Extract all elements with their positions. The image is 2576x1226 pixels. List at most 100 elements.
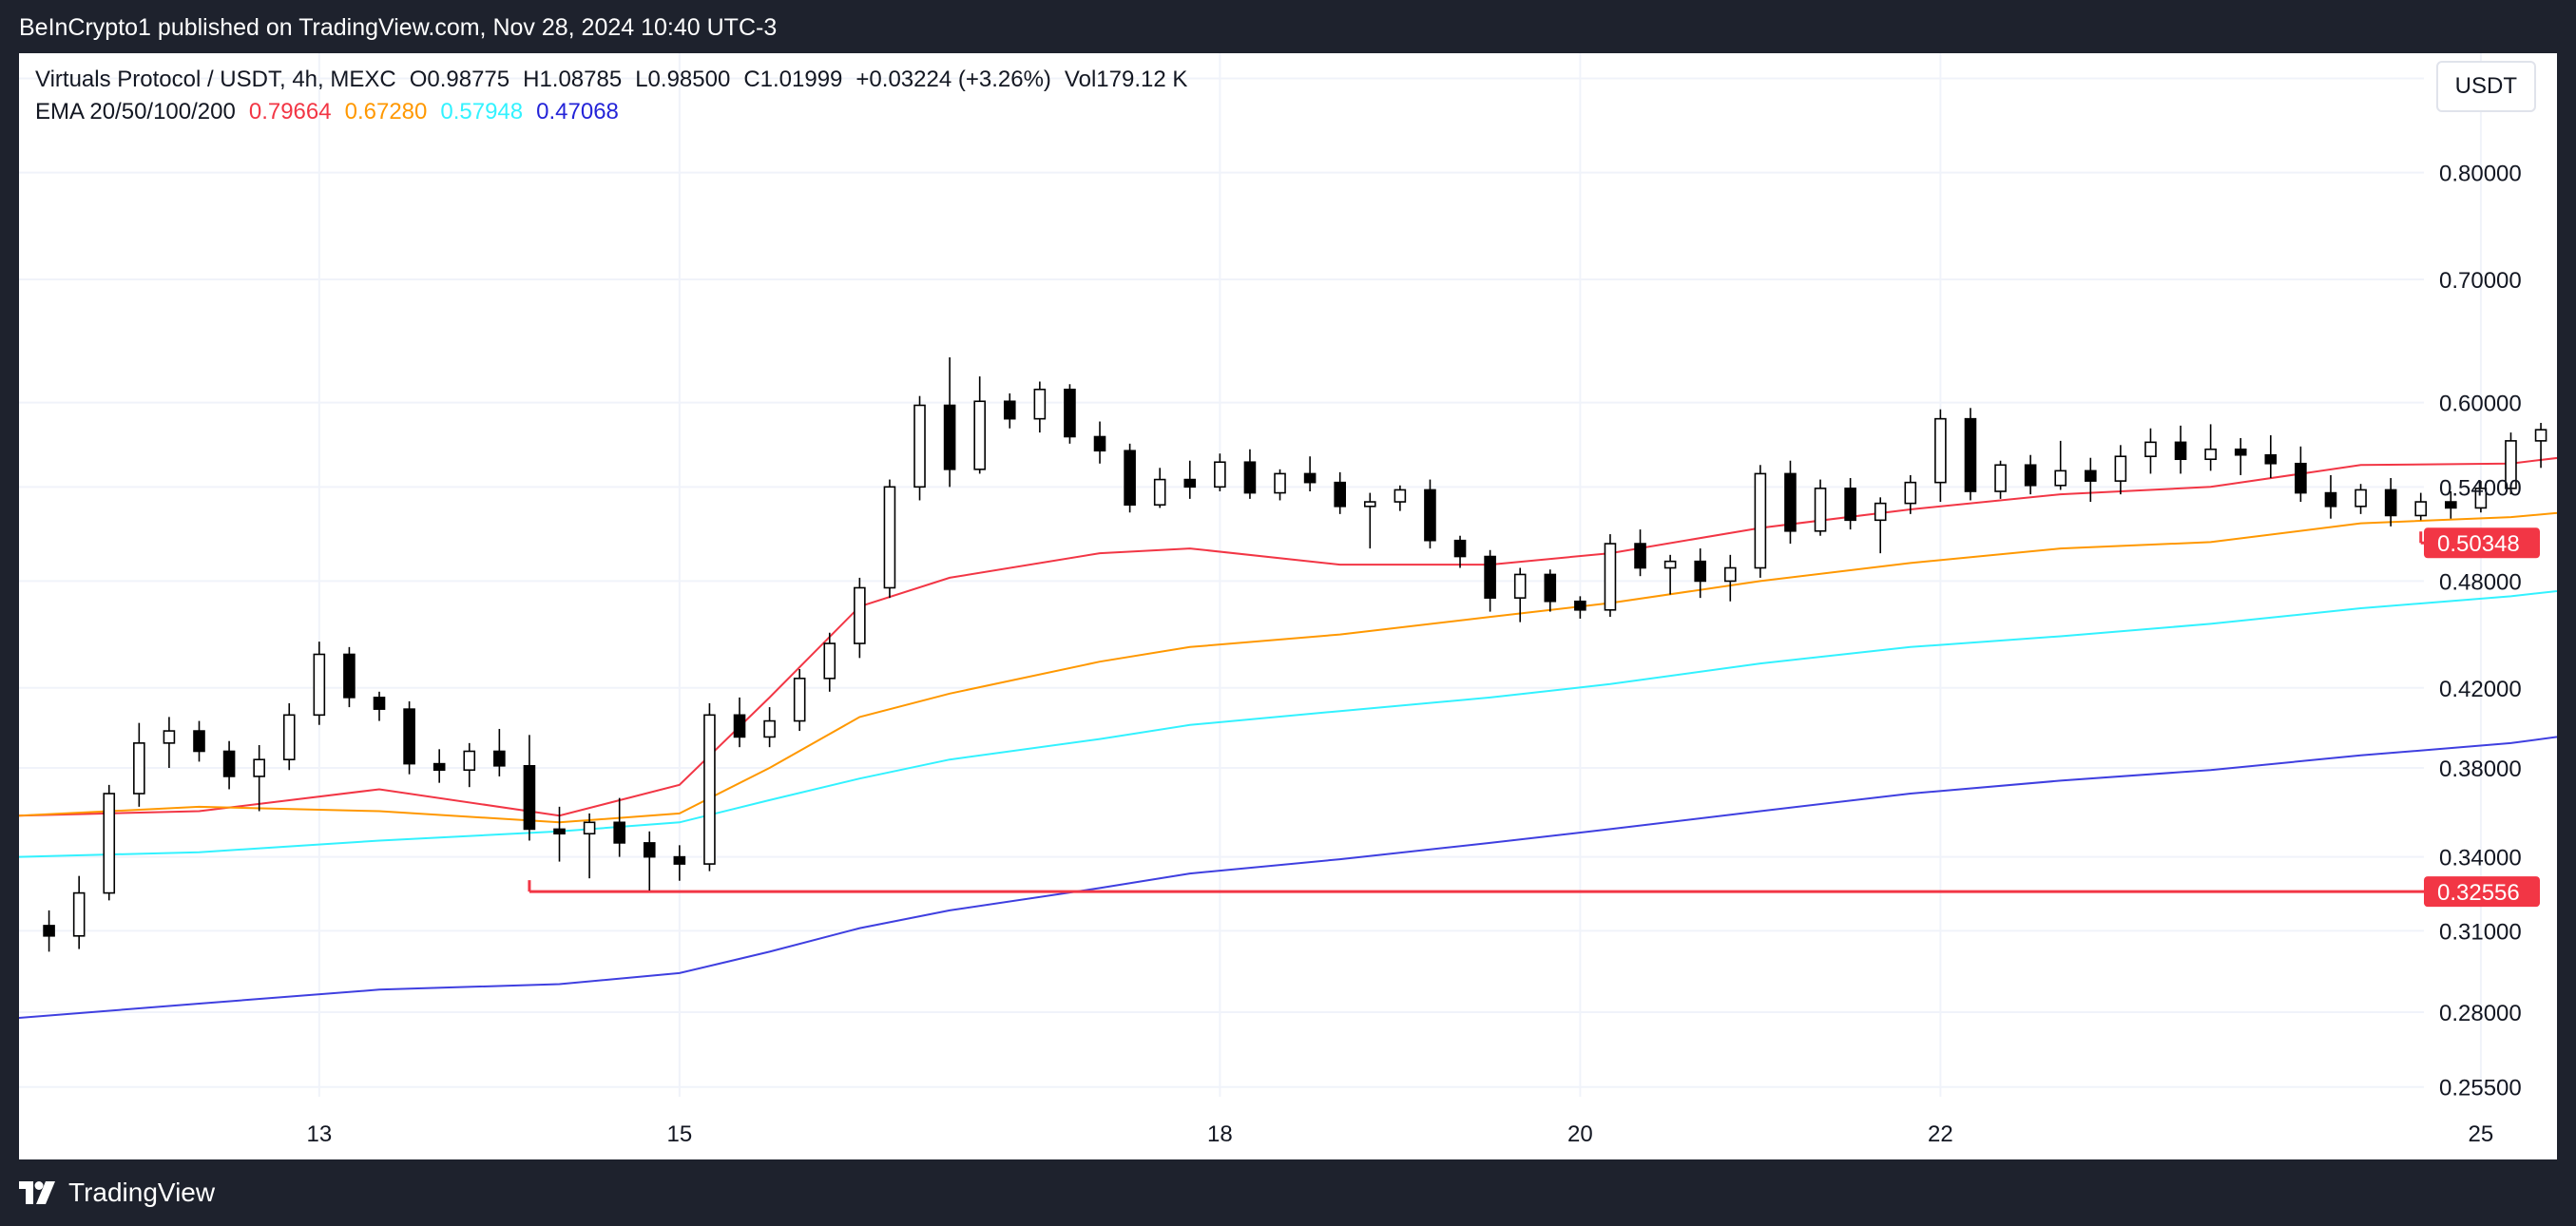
candle-body-up [1754,472,1767,569]
candle-body-down [1574,600,1586,611]
candle-body-up [973,400,986,470]
candle-body-down [493,750,506,767]
candle-body-down [2084,469,2097,482]
time-tick-label: 13 [306,1121,332,1147]
candle [523,735,536,841]
ema-label[interactable]: EMA 20/50/100/200 [35,99,236,125]
candle [2384,478,2397,527]
price-tick-label: 0.28000 [2439,1001,2522,1026]
candle [583,813,596,879]
horizontal-line-price-tag [2424,527,2540,559]
candle-body-down [523,765,536,831]
candle-body-down [1844,488,1856,522]
candle [2114,445,2127,495]
price-scale[interactable]: 0.25500 0.28000 0.31000 0.34000 0.38000 0.420… [2424,53,2540,1101]
candle [1064,384,1076,444]
candle [1844,478,1856,530]
candle-body-up [1394,488,1407,503]
currency-button[interactable]: USDT [2435,61,2536,112]
time-tick-label: 25 [2469,1121,2494,1147]
candle-body-down [613,821,625,844]
candle-body-up [2534,429,2547,442]
candle [823,632,836,692]
candle [1124,443,1136,513]
candle-body-up [854,586,866,644]
candle [493,728,506,776]
header-bar: BeInCrypto1 published on TradingView.com… [0,0,2576,53]
candle [433,749,446,783]
candle-body-down [1694,560,1707,583]
candle-body-up [103,793,116,894]
candle [854,577,866,659]
candle [973,376,986,474]
candle [673,845,686,881]
candle-body-down [733,714,746,738]
candle [253,745,265,812]
candle-body-down [1453,539,1467,558]
candle [1033,381,1047,433]
candle [643,831,656,891]
candle-body-up [1814,488,1827,532]
x-axis: 1315182022252729Dec357 [306,1121,2494,1147]
candle-body-up [913,404,926,488]
chart-panel[interactable]: 1315182022252729Dec357 0.255000.280000.3… [19,53,2557,1159]
candle-body-up [253,758,265,777]
candle [1243,449,1257,499]
ema200-value: 0.47068 [536,99,619,125]
time-tick-label: 15 [666,1121,692,1147]
candle [1274,469,1286,501]
ema-line-ema20 [19,456,2557,817]
candle [163,717,176,769]
horizontal-lines[interactable] [528,531,2424,893]
ema20-value: 0.79664 [248,99,332,125]
candle [373,691,386,721]
candle-body-down [1183,478,1197,488]
candle-body-up [583,821,596,835]
candle-body-up [133,742,145,795]
candle [2174,425,2187,474]
price-tick-label: 0.31000 [2439,919,2522,945]
candle-body-up [1214,461,1226,488]
candle [2024,454,2037,495]
candle [1964,408,1977,501]
tradingview-logo[interactable]: TradingView [19,1178,215,1208]
symbol-title[interactable]: Virtuals Protocol / USDT, 4h, MEXC [35,67,396,92]
candle [1153,468,1166,508]
candle-body-down [2445,501,2457,509]
time-tick-label: 20 [1567,1121,1593,1147]
candle-body-up [1604,543,1617,611]
legend-close: C1.01999 [743,67,843,92]
price-tick-label: 0.42000 [2439,677,2522,702]
candle [72,875,86,949]
candle-body-down [222,750,236,777]
candle-body-down [343,653,356,699]
candle [1424,479,1436,549]
candle-body-up [1874,502,1887,522]
candle [2204,424,2217,471]
candle-body-down [2234,448,2247,456]
candle [2534,422,2547,469]
candle-body-up [2414,501,2428,517]
candle-body-up [883,486,896,589]
candle [2084,457,2097,503]
candle-body-up [2474,488,2488,509]
grid [19,53,2482,1097]
candle-body-up [2355,488,2367,508]
candle [763,707,776,748]
candle-body-down [1334,481,1346,508]
candle-body-up [2114,455,2127,482]
candle [1394,485,1407,511]
candles [43,356,2547,952]
candle-body-up [1663,560,1677,569]
candle [1484,549,1496,612]
candle [133,722,145,807]
candle [222,740,236,790]
legend-low: L0.98500 [635,67,731,92]
candle [313,642,326,725]
candle [1334,471,1346,514]
candle-body-down [193,730,205,753]
candle [1303,456,1317,492]
price-tick-label: 0.34000 [2439,846,2522,872]
price-chart[interactable]: 1315182022252729Dec357 0.255000.280000.3… [19,53,2557,1159]
candle [403,700,415,775]
